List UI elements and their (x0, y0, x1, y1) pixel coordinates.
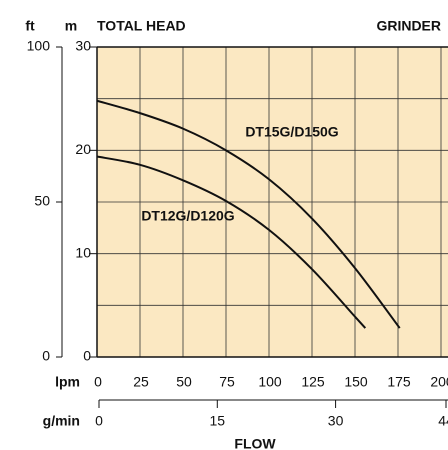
x-tick-label: 200 (430, 374, 448, 390)
x-tick-label: 175 (387, 374, 411, 390)
x2-tick-label: 15 (210, 413, 226, 429)
y-tick-label: 0 (83, 348, 91, 364)
x-tick-label: 75 (219, 374, 235, 390)
x-tick-label: 25 (133, 374, 149, 390)
chart-title: TOTAL HEAD (97, 18, 186, 34)
x-tick-label: 100 (258, 374, 282, 390)
curve (96, 99, 401, 329)
x2-tick-label: 30 (328, 413, 344, 429)
y2-tick-label: 50 (34, 193, 50, 209)
y2-axis-label: ft (25, 18, 35, 34)
x-tick-label: 0 (94, 374, 102, 390)
y2-tick-label: 0 (42, 348, 50, 364)
x-tick-label: 125 (301, 374, 325, 390)
x-tick-label: 150 (344, 374, 368, 390)
y-axis-label: m (65, 18, 77, 34)
y-tick-label: 20 (75, 141, 91, 157)
curve-label: DT12G/D120G (141, 208, 234, 224)
curve (96, 155, 367, 329)
y-tick-label: 30 (75, 38, 91, 54)
x-tick-label: 50 (176, 374, 192, 390)
x2-axis-label: g/min (43, 413, 80, 429)
x-axis-title: FLOW (234, 436, 276, 450)
x2-tick-label: 44 (438, 413, 448, 429)
x2-tick-label: 0 (95, 413, 103, 429)
x-axis-label: lpm (55, 374, 80, 390)
y2-tick-label: 100 (27, 38, 51, 54)
y-tick-label: 10 (75, 244, 91, 260)
chart-subtitle: GRINDER (376, 18, 441, 34)
curve-label: DT15G/D150G (245, 124, 338, 140)
